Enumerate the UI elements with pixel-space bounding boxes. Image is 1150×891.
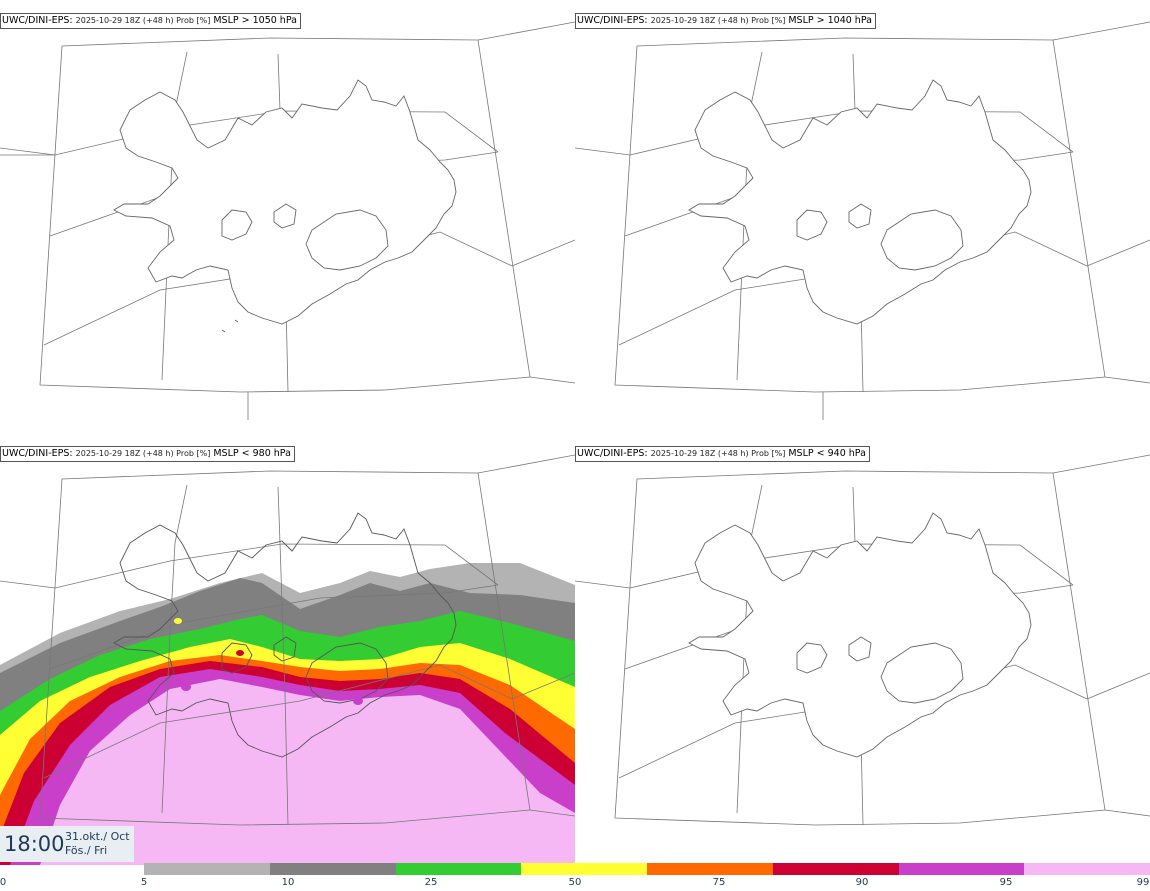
legend-segment-7 — [1024, 863, 1150, 875]
panel-2-condition: MSLP > 1040 hPa — [788, 15, 872, 26]
panel-1-model: UWC/DINI-EPS — [2, 15, 70, 26]
map-1-domain-border — [39, 37, 531, 393]
legend-tick-label: 95 — [999, 877, 1013, 888]
map-3-iceland-outline — [113, 512, 457, 758]
map-panel-3: UWC/DINI-EPS: 2025-10-29 18Z (+48 h) Pro… — [0, 433, 575, 865]
legend-segment-5 — [772, 863, 899, 875]
map-4-svg — [575, 454, 1150, 826]
valid-time-hour: 18:00 — [4, 832, 65, 856]
legend-segment-3 — [521, 863, 647, 875]
map-3-domain-border — [39, 470, 531, 826]
map-1-svg — [0, 21, 575, 420]
panel-4-title: UWC/DINI-EPS: 2025-10-29 18Z (+48 h) Pro… — [575, 446, 870, 462]
panel-1-meta: 2025-10-29 18Z (+48 h) Prob [%] — [75, 16, 211, 25]
panel-2-meta: 2025-10-29 18Z (+48 h) Prob [%] — [650, 16, 786, 25]
map-2-iceland-outline — [688, 79, 1032, 325]
panel-1-condition: MSLP > 1050 hPa — [213, 15, 297, 26]
map-2-domain-border — [614, 37, 1106, 393]
valid-time-date-line1: 31.okt./ Oct — [65, 830, 130, 843]
legend-segment-1 — [269, 863, 396, 875]
prob-band-99 — [40, 679, 575, 865]
legend-tick-label: 0 — [0, 877, 7, 888]
panel-4-meta: 2025-10-29 18Z (+48 h) Prob [%] — [650, 449, 786, 458]
valid-time-box: 18:00 31.okt./ Oct Fös./ Fri — [0, 826, 134, 862]
panel-3-meta: 2025-10-29 18Z (+48 h) Prob [%] — [75, 449, 211, 458]
map-3-svg — [0, 454, 575, 865]
legend-tick-label: 90 — [855, 877, 869, 888]
legend-segment-6 — [898, 863, 1025, 875]
map-1-iceland-outline — [113, 79, 457, 325]
legend-tick-label: 5 — [140, 877, 148, 888]
legend-tick-label: 99 — [1136, 877, 1150, 888]
panel-4-condition: MSLP < 940 hPa — [788, 448, 866, 459]
panel-3-model: UWC/DINI-EPS — [2, 448, 70, 459]
prob-spots — [174, 618, 363, 705]
panel-1-title: UWC/DINI-EPS: 2025-10-29 18Z (+48 h) Pro… — [0, 13, 301, 29]
panel-2-title: UWC/DINI-EPS: 2025-10-29 18Z (+48 h) Pro… — [575, 13, 876, 29]
valid-time-date: 31.okt./ Oct Fös./ Fri — [65, 830, 130, 858]
legend-segment-4 — [647, 863, 773, 875]
legend-segment-0 — [144, 863, 270, 875]
map-panel-1: UWC/DINI-EPS: 2025-10-29 18Z (+48 h) Pro… — [0, 0, 575, 432]
panel-3-title: UWC/DINI-EPS: 2025-10-29 18Z (+48 h) Pro… — [0, 446, 295, 462]
legend-segment-2 — [395, 863, 522, 875]
legend-tick-label: 25 — [424, 877, 438, 888]
legend-tick-label: 10 — [281, 877, 295, 888]
legend-tick-label: 75 — [712, 877, 726, 888]
legend-tick-label: 50 — [568, 877, 582, 888]
map-2-svg — [575, 21, 1150, 420]
valid-time-date-line2: Fös./ Fri — [65, 844, 108, 857]
map-4-domain-border — [614, 470, 1106, 826]
legend-colorbar — [144, 863, 1150, 875]
panel-2-model: UWC/DINI-EPS — [577, 15, 645, 26]
panel-3-condition: MSLP < 980 hPa — [213, 448, 291, 459]
probability-field — [0, 563, 575, 865]
map-4-iceland-outline — [688, 512, 1032, 758]
map-panel-4: UWC/DINI-EPS: 2025-10-29 18Z (+48 h) Pro… — [575, 433, 1150, 865]
panel-4-model: UWC/DINI-EPS — [577, 448, 645, 459]
map-panel-2: UWC/DINI-EPS: 2025-10-29 18Z (+48 h) Pro… — [575, 0, 1150, 432]
